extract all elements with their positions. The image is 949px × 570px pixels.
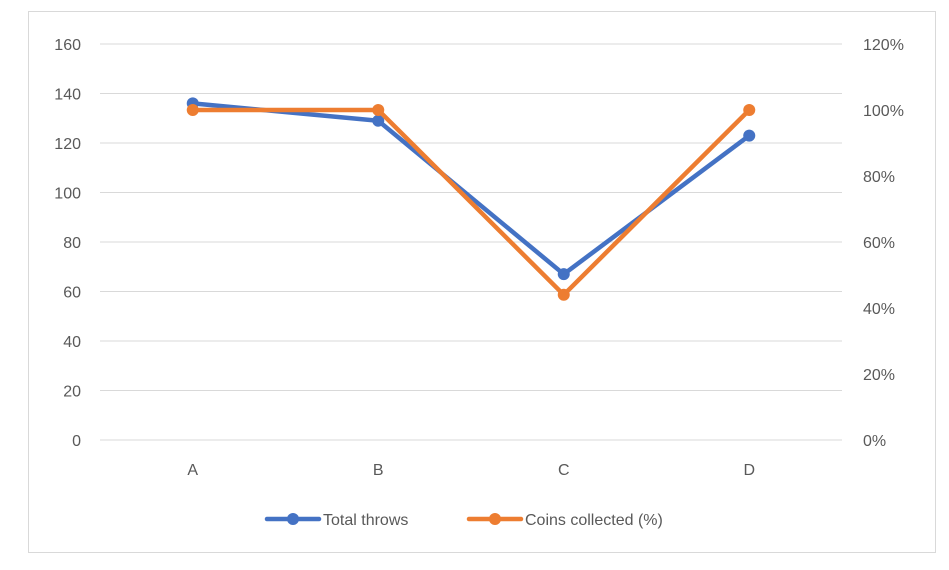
right-y-tick-label: 80%: [863, 169, 895, 186]
right-y-tick-label: 60%: [863, 235, 895, 252]
left-y-tick-label: 20: [63, 384, 81, 401]
left-y-tick-label: 40: [63, 334, 81, 351]
legend: Total throws Coins collected (%): [264, 512, 663, 529]
gridlines: [100, 43, 842, 441]
right-y-tick-label: 0%: [863, 433, 886, 450]
x-axis-labels: A B C D: [187, 462, 755, 479]
legend-label-total-throws: Total throws: [323, 512, 408, 529]
right-y-tick-label: 120%: [863, 37, 904, 54]
data-point-coins-collected: [372, 104, 385, 116]
data-point-coins-collected: [557, 288, 570, 301]
data-point-total-throws: [557, 268, 570, 281]
legend-swatch-marker-total-throws: [287, 513, 299, 525]
data-point-total-throws: [743, 129, 756, 142]
series-lines: [186, 97, 756, 301]
left-y-tick-label: 120: [54, 136, 81, 153]
data-point-total-throws: [372, 114, 385, 127]
left-y-tick-label: 0: [72, 433, 81, 450]
right-y-tick-label: 40%: [863, 301, 895, 318]
x-category-label: D: [743, 462, 755, 479]
left-y-tick-label: 80: [63, 235, 81, 252]
right-y-tick-label: 100%: [863, 103, 904, 120]
right-y-axis-labels: 0% 20% 40% 60% 80% 100% 120%: [863, 37, 904, 450]
left-y-tick-label: 160: [54, 37, 81, 54]
left-y-axis-labels: 0 20 40 60 80 100 120 140 160: [54, 37, 81, 450]
right-y-tick-label: 20%: [863, 367, 895, 384]
x-category-label: A: [187, 462, 198, 479]
legend-swatch-marker-coins-collected: [489, 513, 501, 525]
x-category-label: C: [558, 462, 570, 479]
left-y-tick-label: 60: [63, 285, 81, 302]
data-point-coins-collected: [186, 104, 199, 116]
legend-label-coins-collected: Coins collected (%): [525, 512, 663, 529]
line-chart: 0 20 40 60 80 100 120 140 160 0% 20% 40% 60% 80% 100%…: [54, 37, 904, 529]
data-point-coins-collected: [743, 104, 756, 116]
left-y-tick-label: 100: [54, 186, 81, 203]
left-y-tick-label: 140: [54, 87, 81, 104]
x-category-label: B: [373, 462, 384, 479]
series-line-total-throws: [190, 101, 752, 277]
chart-frame: 0 20 40 60 80 100 120 140 160 0% 20% 40% 60% 80% 100%…: [28, 11, 936, 553]
series-line-coins-collected: [190, 107, 752, 298]
